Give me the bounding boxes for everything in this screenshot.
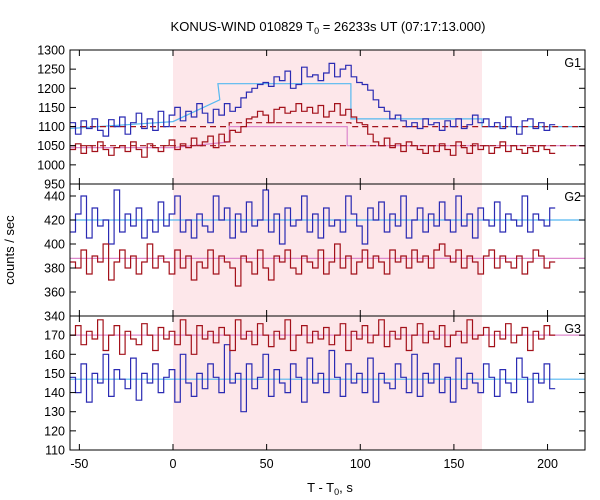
x-tick-label: 200 <box>537 457 558 471</box>
y-tick-label: 440 <box>44 190 65 204</box>
x-axis-label-rest: , s <box>339 480 353 495</box>
y-tick-label: 1250 <box>37 63 65 77</box>
chart-title-main: KONUS-WIND 010829 T <box>171 19 315 34</box>
x-tick-label: -50 <box>70 457 88 471</box>
y-tick-label: 1200 <box>37 82 65 96</box>
y-tick-label: 360 <box>44 286 65 300</box>
panel-frame-g3 <box>69 315 586 451</box>
series-red-g2 <box>70 243 556 287</box>
x-axis-label-main: T - T <box>307 480 334 495</box>
y-axis-label: counts / sec <box>2 215 17 285</box>
y-tick-label: 160 <box>44 348 65 362</box>
x-tick-label: 150 <box>443 457 464 471</box>
y-tick-label: 170 <box>44 329 65 343</box>
panel-label: G3 <box>564 322 581 336</box>
y-tick-label: 1300 <box>37 44 65 58</box>
x-axis-label: T - T0, s <box>307 480 353 497</box>
y-tick-label: 400 <box>44 238 65 252</box>
panel-label: G1 <box>564 56 581 70</box>
series-blue-g3 <box>70 344 556 413</box>
chart-title: KONUS-WIND 010829 T0 = 26233s UT (07:17:… <box>171 19 486 36</box>
y-tick-label: 120 <box>44 424 65 438</box>
y-tick-label: 950 <box>44 178 65 192</box>
panels-group: 9501000105011001150120012501300G13403603… <box>37 44 586 471</box>
y-tick-label: 340 <box>44 310 65 324</box>
series-red-g3 <box>70 319 556 355</box>
x-tick-label: 0 <box>170 457 177 471</box>
y-tick-label: 150 <box>44 367 65 381</box>
panel-g1: 950 1000 1050 1100 1150 1200 1250 1300 G1 <box>37 44 586 192</box>
series-blue-g1 <box>70 62 556 137</box>
fit-line-g1-2 <box>70 126 585 149</box>
panel-label: G2 <box>564 190 581 204</box>
fit-line-g1-1 <box>70 122 585 128</box>
series-blue-g2 <box>70 189 556 245</box>
y-tick-label: 420 <box>44 214 65 228</box>
x-tick-label: 50 <box>260 457 274 471</box>
y-tick-label: 1050 <box>37 139 65 153</box>
x-axis-label-subscript: 0 <box>334 487 339 497</box>
chart-title-subscript: 0 <box>314 26 319 36</box>
panel-g2: 340 360 380 400 420 440 G2 <box>44 183 586 324</box>
fit-line-g1-0 <box>69 83 585 130</box>
x-tick-label: 100 <box>350 457 371 471</box>
y-tick-label: 380 <box>44 262 65 276</box>
y-tick-label: 110 <box>45 444 65 458</box>
chart-title-rest: = 26233s UT (07:17:13.000) <box>319 19 485 34</box>
y-tick-label: 1150 <box>38 101 65 115</box>
y-tick-label: 1100 <box>38 120 65 134</box>
y-tick-label: 1000 <box>37 158 65 172</box>
panel-g3: 110 120 130 140 150 160 170 G3 <box>44 315 586 458</box>
series-red-g1 <box>70 103 556 158</box>
y-tick-label: 140 <box>44 386 65 400</box>
y-tick-label: 130 <box>44 405 65 419</box>
